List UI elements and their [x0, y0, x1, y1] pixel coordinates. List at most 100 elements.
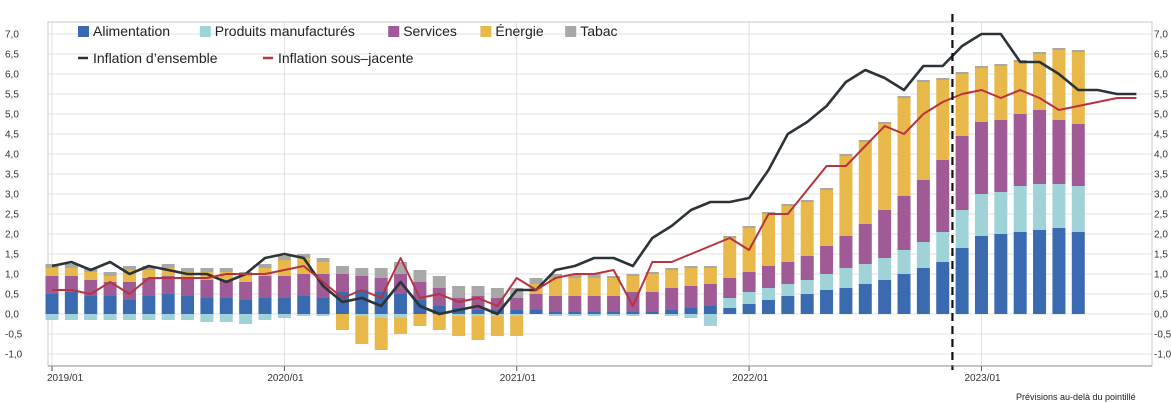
bar-segment-produits-manufacture-s: [936, 232, 950, 262]
bar-segment-services: [452, 298, 466, 308]
bar-segment-e-nergie: [820, 190, 834, 246]
bar-segment-e-nergie: [548, 278, 562, 296]
bar-segment-produits-manufacture-s: [781, 284, 795, 296]
bar-segment-alimentation: [142, 296, 156, 314]
bar-segment-services: [800, 256, 814, 280]
bar-segment-tabac: [413, 270, 427, 282]
bar-segment-e-nergie: [626, 276, 640, 292]
legend-swatch: [480, 26, 492, 37]
bar-segment-produits-manufacture-s: [510, 314, 524, 316]
bar-segment-e-nergie: [800, 202, 814, 256]
core-inflation-line: [52, 89, 1137, 307]
bar-segment-produits-manufacture-s: [761, 288, 775, 300]
x-tick-label: 2023/01: [964, 373, 1001, 384]
bar-segment-services: [703, 284, 717, 306]
bar-segment-tabac: [1071, 50, 1085, 52]
bar-segment-tabac: [1033, 52, 1047, 54]
bar-segment-alimentation: [1071, 232, 1085, 314]
bar-segment-e-nergie: [955, 74, 969, 136]
bar-segment-services: [568, 296, 582, 312]
bar-segment-e-nergie: [316, 262, 330, 274]
bar-segment-produits-manufacture-s: [548, 314, 562, 316]
bar-segment-tabac: [645, 272, 659, 274]
y-tick-label-left: 3,5: [5, 170, 19, 181]
bar-segment-services: [432, 288, 446, 306]
bar-segment-produits-manufacture-s: [84, 314, 98, 320]
bar-segment-produits-manufacture-s: [916, 242, 930, 268]
bar-segment-alimentation: [916, 268, 930, 314]
bar-segment-e-nergie: [1052, 50, 1066, 120]
bar-segment-e-nergie: [471, 316, 485, 340]
legend-label: Services: [403, 23, 457, 39]
bar-segment-alimentation: [394, 294, 408, 314]
bar-segment-alimentation: [510, 310, 524, 314]
legend: Alimentation Produits manufacturés Service…: [78, 23, 618, 66]
bar-segment-alimentation: [103, 296, 117, 314]
bar-segment-produits-manufacture-s: [974, 194, 988, 236]
legend-swatch: [199, 26, 211, 37]
legend-label: Produits manufacturés: [215, 23, 355, 39]
y-tick-label-right: -0,5: [1154, 330, 1171, 341]
bar-segment-tabac: [219, 268, 233, 272]
bar-segment-produits-manufacture-s: [839, 268, 853, 288]
bar-segment-tabac: [103, 272, 117, 276]
bar-segment-services: [413, 282, 427, 300]
bar-segment-alimentation: [1013, 232, 1027, 314]
bar-segment-services: [103, 282, 117, 296]
bar-segment-alimentation: [239, 300, 253, 314]
bar-segment-e-nergie: [916, 82, 930, 180]
legend-label: Tabac: [580, 23, 617, 39]
bar-segment-services: [645, 292, 659, 312]
bar-segment-services: [897, 196, 911, 250]
y-tick-label-right: 3,0: [1154, 190, 1168, 201]
bar-segment-alimentation: [645, 312, 659, 314]
bar-segment-produits-manufacture-s: [665, 314, 679, 316]
bar-segment-alimentation: [897, 274, 911, 314]
bar-segment-services: [200, 280, 214, 298]
bar-segment-produits-manufacture-s: [239, 314, 253, 324]
y-tick-label-left: 1,0: [5, 270, 19, 281]
bar-segment-e-nergie: [684, 268, 698, 286]
y-tick-label-right: 4,0: [1154, 150, 1168, 161]
x-tick-label: 2019/01: [47, 373, 84, 384]
bar-segment-services: [742, 272, 756, 292]
bar-segment-services: [994, 120, 1008, 192]
bar-segment-tabac: [161, 264, 175, 268]
bar-segment-services: [297, 274, 311, 296]
y-tick-label-right: 3,5: [1154, 170, 1168, 181]
bar-segment-e-nergie: [665, 270, 679, 288]
bar-segment-services: [858, 224, 872, 264]
bar-segment-e-nergie: [1013, 62, 1027, 114]
bar-segment-e-nergie: [587, 278, 601, 296]
bar-segment-services: [335, 274, 349, 292]
bar-segment-e-nergie: [45, 268, 59, 276]
bar-segment-tabac: [374, 268, 388, 278]
bar-segment-services: [723, 278, 737, 298]
bar-segment-e-nergie: [607, 278, 621, 296]
bar-segment-tabac: [64, 264, 78, 268]
bar-segment-tabac: [897, 96, 911, 98]
y-tick-label-left: 7,0: [5, 30, 19, 41]
legend-label: Alimentation: [93, 23, 170, 39]
legend-swatch: [388, 26, 400, 37]
bar-segment-tabac: [181, 268, 195, 272]
bar-segment-services: [936, 160, 950, 232]
bar-segment-produits-manufacture-s: [1013, 186, 1027, 232]
bar-segment-e-nergie: [161, 268, 175, 276]
bar-segment-tabac: [432, 276, 446, 288]
bar-segment-e-nergie: [974, 68, 988, 122]
bar-segment-tabac: [703, 266, 717, 268]
bar-segment-alimentation: [122, 300, 136, 314]
y-tick-label-left: 2,5: [5, 210, 19, 221]
y-tick-label-left: 3,0: [5, 190, 19, 201]
bar-segment-produits-manufacture-s: [181, 314, 195, 320]
bar-segment-e-nergie: [239, 276, 253, 282]
y-tick-label-right: 5,5: [1154, 90, 1168, 101]
bar-segment-tabac: [297, 254, 311, 258]
bar-segment-produits-manufacture-s: [374, 314, 388, 318]
x-tick-label: 2022/01: [732, 373, 769, 384]
bar-segment-tabac: [529, 278, 543, 284]
bar-segment-alimentation: [723, 308, 737, 314]
bar-segment-tabac: [510, 288, 524, 298]
bar-segment-e-nergie: [335, 314, 349, 330]
